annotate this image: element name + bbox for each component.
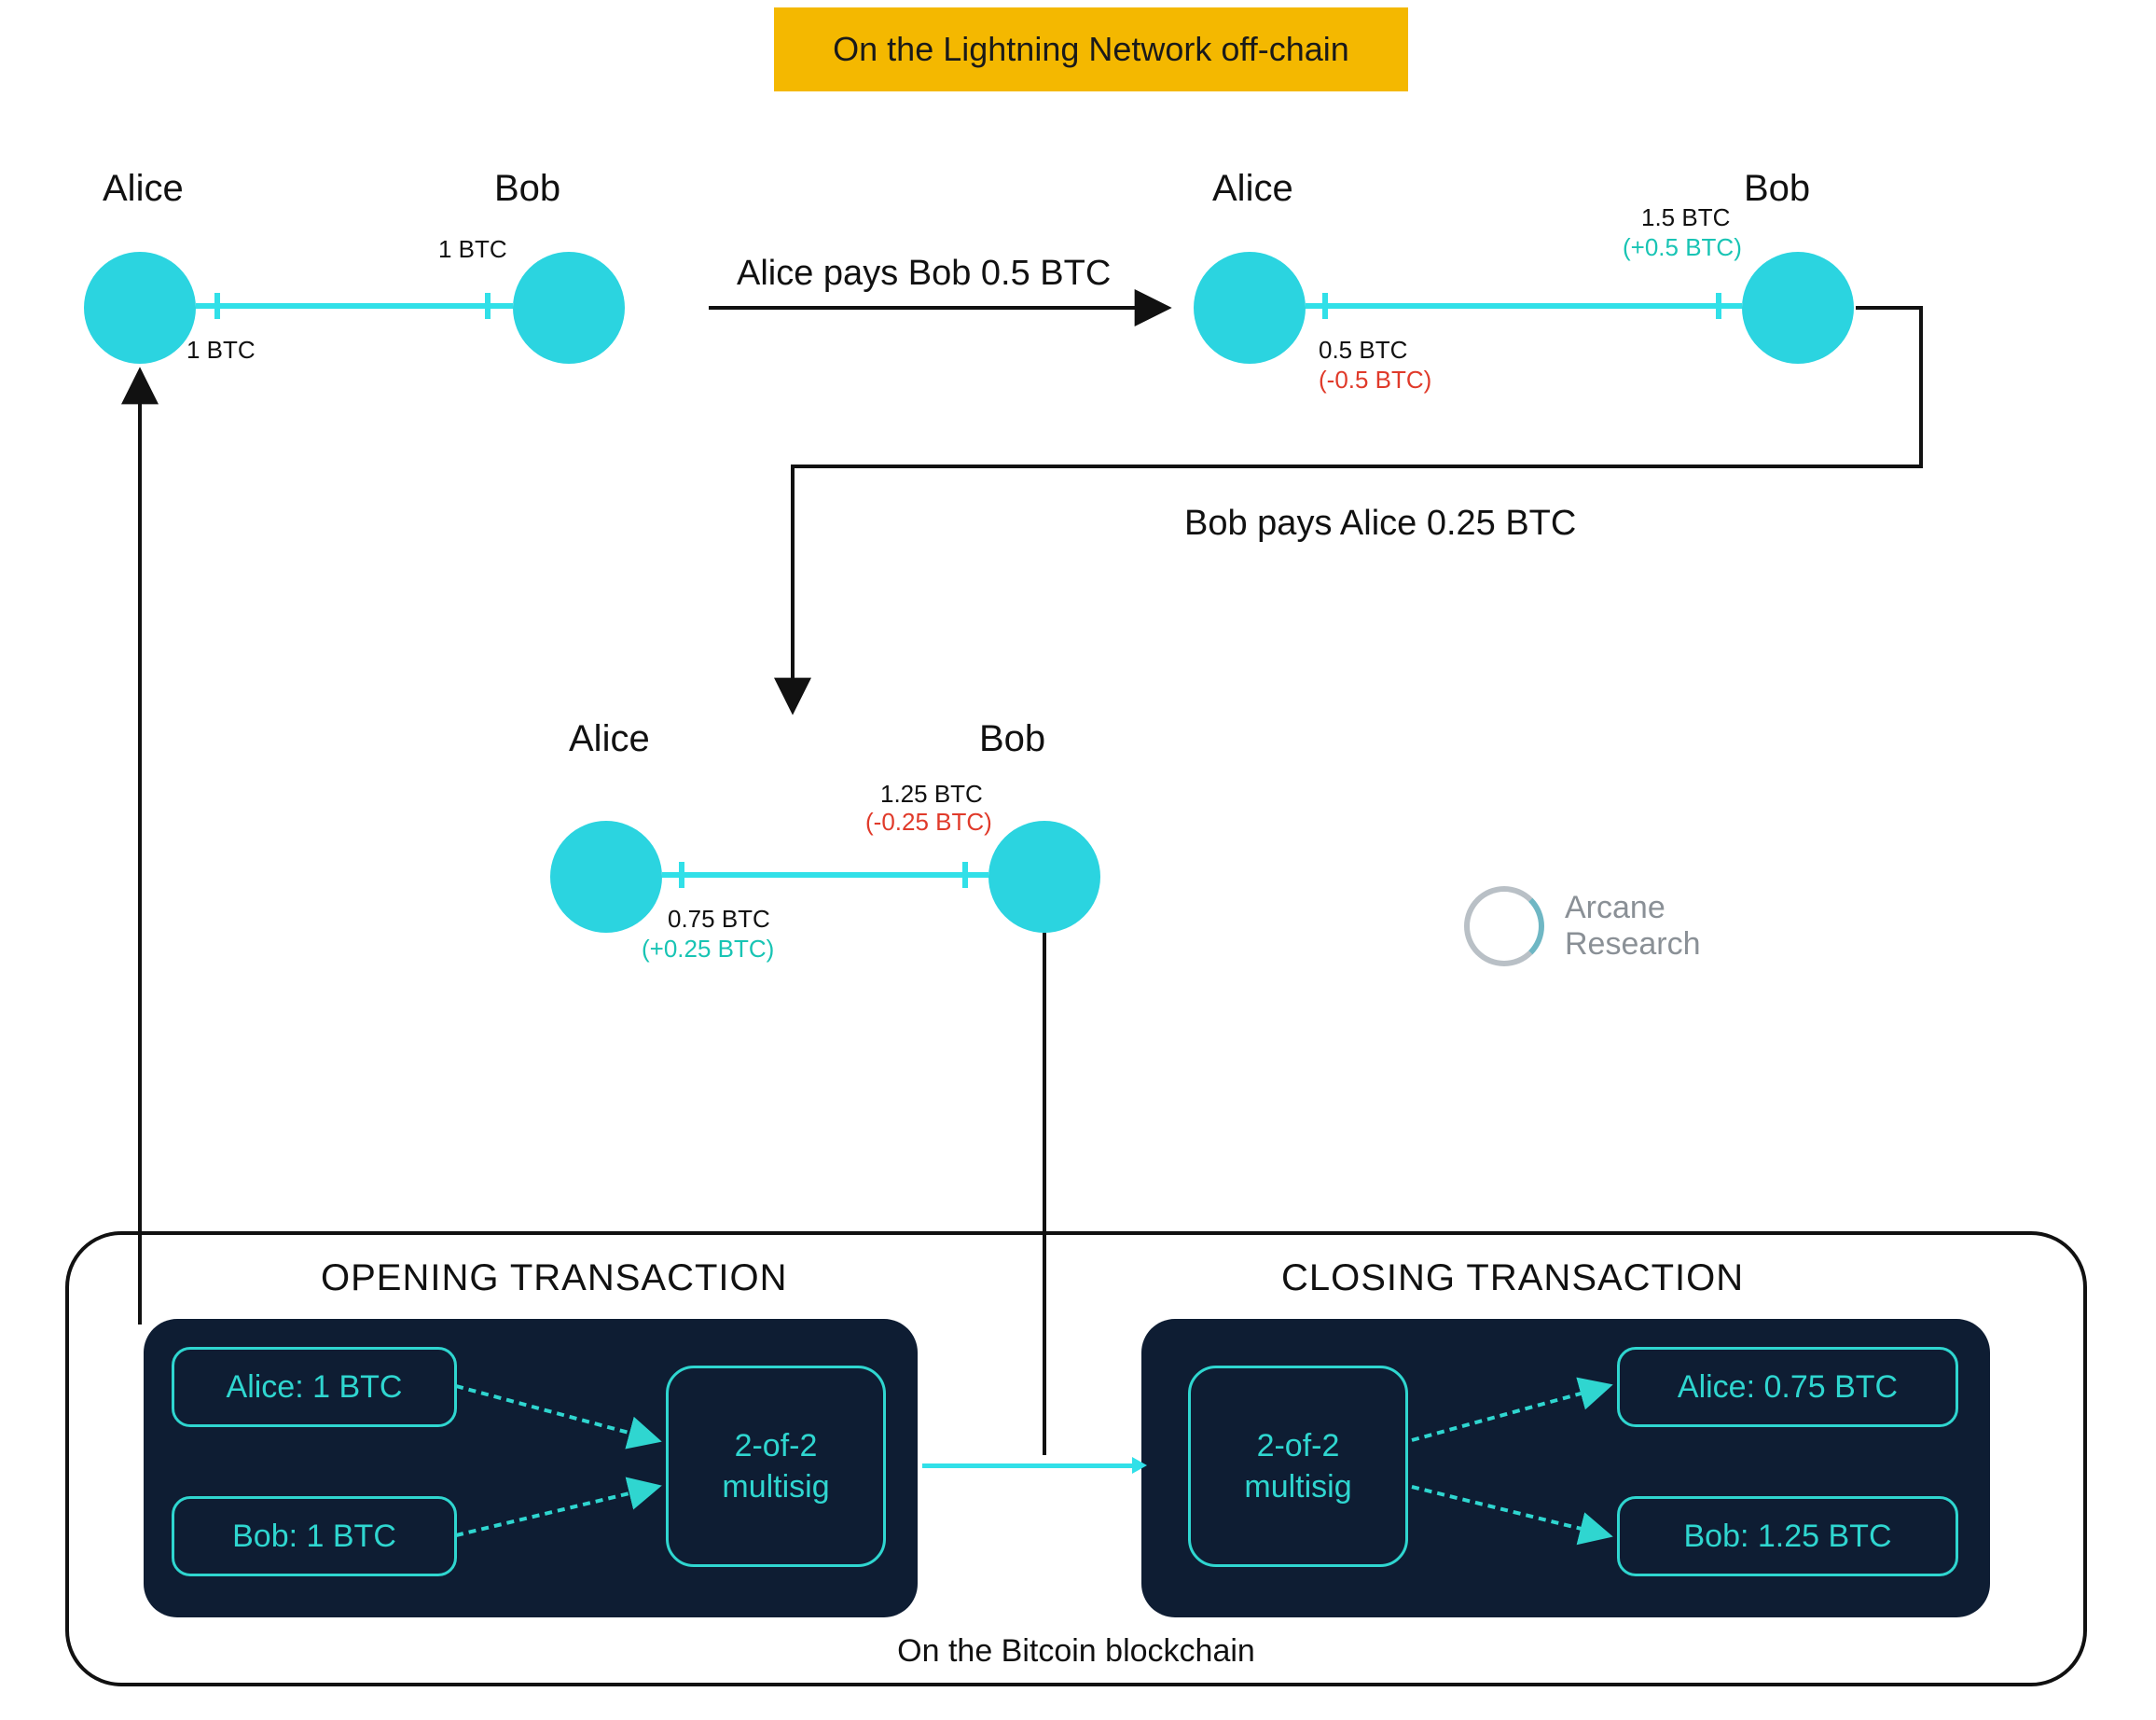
state3-bob-name: Bob bbox=[979, 718, 1045, 760]
state2-channel-line bbox=[1306, 303, 1742, 309]
state2-alice-bal: 0.5 BTC bbox=[1319, 336, 1407, 365]
state2-bob-bal: 1.5 BTC bbox=[1641, 203, 1730, 232]
state3-tick-left bbox=[679, 862, 684, 888]
closing-alice-pill: Alice: 0.75 BTC bbox=[1617, 1347, 1958, 1427]
state1-bob-node bbox=[513, 252, 625, 364]
opening-tx-panel: Alice: 1 BTC Bob: 1 BTC 2-of-2 multisig bbox=[144, 1319, 918, 1617]
state3-alice-delta: (+0.25 BTC) bbox=[642, 935, 774, 964]
brand-ring-icon bbox=[1464, 886, 1544, 966]
state3-arrow-label: Bob pays Alice 0.25 BTC bbox=[1184, 504, 1576, 544]
title-pill: On the Lightning Network off-chain bbox=[774, 7, 1408, 91]
state2-alice-name: Alice bbox=[1212, 168, 1293, 210]
diagram-canvas: On the Lightning Network off-chain Alice… bbox=[0, 0, 2156, 1720]
opening-multisig-box: 2-of-2 multisig bbox=[666, 1366, 886, 1567]
state3-channel-line bbox=[662, 872, 988, 878]
opening-tx-title: OPENING TRANSACTION bbox=[321, 1257, 788, 1299]
closing-bob-pill: Bob: 1.25 BTC bbox=[1617, 1496, 1958, 1576]
closing-tx-title: CLOSING TRANSACTION bbox=[1281, 1257, 1744, 1299]
state1-tick-left bbox=[214, 293, 220, 319]
panel-link-line bbox=[922, 1463, 1137, 1468]
state1-channel-line bbox=[196, 303, 513, 309]
opening-bob-pill: Bob: 1 BTC bbox=[172, 1496, 457, 1576]
state3-tick-right bbox=[962, 862, 968, 888]
state3-bob-delta: (-0.25 BTC) bbox=[865, 808, 992, 837]
opening-alice-pill: Alice: 1 BTC bbox=[172, 1347, 457, 1427]
state2-bob-node bbox=[1742, 252, 1854, 364]
state2-tick-left bbox=[1322, 293, 1328, 319]
state1-tick-right bbox=[485, 293, 491, 319]
onchain-container: OPENING TRANSACTION CLOSING TRANSACTION … bbox=[65, 1231, 2087, 1686]
state1-alice-bal: 1 BTC bbox=[187, 336, 256, 365]
state1-alice-name: Alice bbox=[103, 168, 184, 210]
state2-arrow-label: Alice pays Bob 0.5 BTC bbox=[737, 254, 1111, 294]
brand-line2: Research bbox=[1565, 926, 1701, 963]
state2-bob-delta: (+0.5 BTC) bbox=[1623, 233, 1742, 262]
panel-link-arrowhead bbox=[1132, 1457, 1147, 1474]
brand-line1: Arcane bbox=[1565, 890, 1701, 926]
state3-alice-name: Alice bbox=[569, 718, 650, 760]
closing-multisig-box: 2-of-2 multisig bbox=[1188, 1366, 1408, 1567]
state3-alice-node bbox=[550, 821, 662, 933]
state2-alice-node bbox=[1194, 252, 1306, 364]
closing-tx-panel: 2-of-2 multisig Alice: 0.75 BTC Bob: 1.2… bbox=[1141, 1319, 1990, 1617]
onchain-caption: On the Bitcoin blockchain bbox=[69, 1633, 2083, 1670]
state3-bob-bal: 1.25 BTC bbox=[880, 780, 983, 809]
state1-alice-node bbox=[84, 252, 196, 364]
state1-bob-name: Bob bbox=[494, 168, 560, 210]
state3-alice-bal: 0.75 BTC bbox=[668, 905, 770, 934]
state1-bob-bal: 1 BTC bbox=[438, 235, 507, 264]
brand-text: Arcane Research bbox=[1565, 890, 1701, 963]
brand-logo: Arcane Research bbox=[1464, 886, 1701, 966]
state3-bob-node bbox=[988, 821, 1100, 933]
state2-tick-right bbox=[1716, 293, 1721, 319]
title-text: On the Lightning Network off-chain bbox=[833, 30, 1349, 69]
state2-bob-name: Bob bbox=[1744, 168, 1810, 210]
state2-alice-delta: (-0.5 BTC) bbox=[1319, 366, 1431, 395]
